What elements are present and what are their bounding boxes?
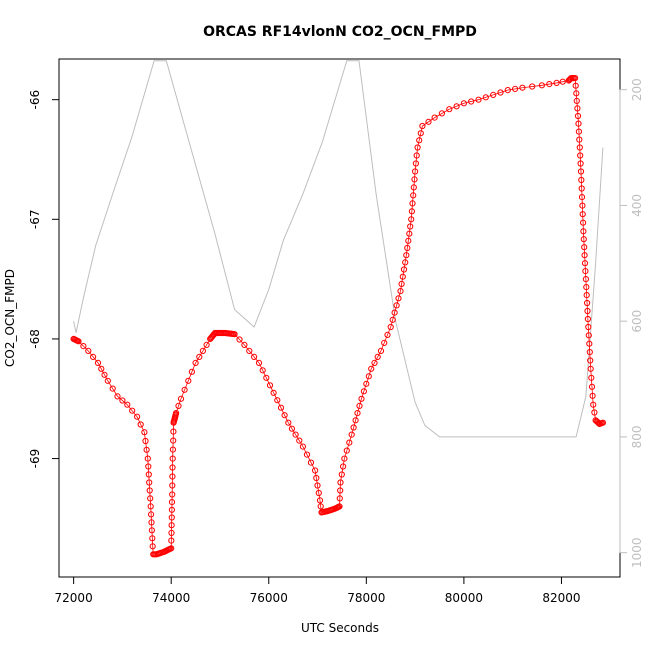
data-connector: [381, 327, 391, 351]
gray-line-series: [74, 61, 603, 437]
right-y-tick-label: 400: [630, 194, 644, 217]
data-connector: [171, 494, 172, 548]
data-connector: [586, 279, 588, 327]
x-tick-label: 78000: [347, 591, 385, 605]
data-connector: [581, 171, 583, 231]
right-y-axis: 200 400 600 800 1000: [620, 78, 644, 568]
right-y-tick-label: 600: [630, 310, 644, 333]
data-connector: [591, 369, 593, 405]
data-connector: [303, 447, 315, 471]
data-connector: [418, 126, 423, 148]
right-y-tick-label: 1000: [630, 537, 644, 568]
data-connector: [415, 148, 417, 172]
x-tick-label: 74000: [152, 591, 190, 605]
x-tick-label: 72000: [55, 591, 93, 605]
data-connector: [244, 345, 259, 363]
chart-title: ORCAS RF14vlonN CO2_OCN_FMPD: [203, 24, 477, 40]
data-connector: [274, 393, 289, 423]
data-connector: [583, 231, 585, 279]
data-connector: [340, 459, 344, 483]
data-connector: [79, 341, 89, 351]
x-tick-label: 80000: [445, 591, 483, 605]
data-connector: [151, 506, 153, 554]
data-connector: [361, 369, 371, 399]
data-connector: [344, 435, 351, 459]
data-connector: [144, 432, 147, 458]
data-connector: [340, 482, 341, 506]
x-tick-label: 76000: [250, 591, 288, 605]
gray-series-line: [74, 61, 603, 437]
data-connector: [259, 363, 274, 393]
data-connector: [352, 399, 362, 435]
y-tick-label: -66: [28, 90, 42, 110]
red-point-series: [71, 76, 606, 557]
right-y-tick-label: 200: [630, 78, 644, 101]
data-point: [115, 394, 120, 399]
x-axis: 72000 74000 76000 78000 80000 82000: [55, 577, 581, 605]
y-axis: -66 -67 -68 -69: [28, 90, 59, 469]
y-tick-label: -67: [28, 210, 42, 230]
y-tick-label: -69: [28, 449, 42, 469]
data-connector: [579, 124, 581, 172]
x-axis-label: UTC Seconds: [301, 621, 379, 635]
x-tick-label: 82000: [542, 591, 580, 605]
data-connector: [173, 423, 174, 459]
y-axis-label: CO2_OCN_FMPD: [3, 269, 17, 367]
y-tick-label: -68: [28, 329, 42, 349]
right-y-tick-label: 800: [630, 425, 644, 448]
